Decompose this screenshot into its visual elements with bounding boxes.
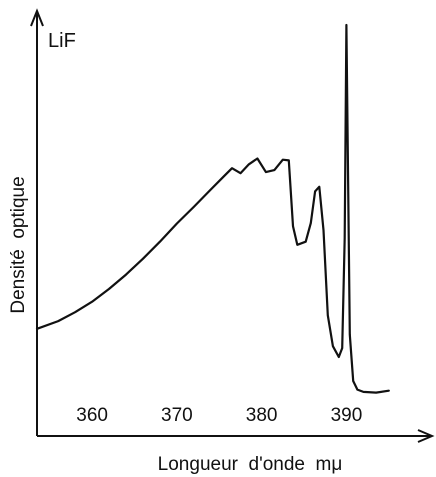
panel-label: LiF: [48, 30, 76, 52]
x-tick-label-390: 390: [331, 405, 363, 426]
x-tick-labels: 360 370 380 390: [76, 405, 362, 426]
axes: [30, 8, 435, 443]
x-tick-label-360: 360: [76, 405, 108, 426]
series-line-0: [35, 23, 390, 394]
y-axis-title: Densité optique: [8, 176, 29, 313]
x-axis-arrow: [417, 429, 435, 443]
y-axis-arrow: [30, 8, 44, 27]
x-tick-label-370: 370: [161, 405, 193, 426]
x-axis-title: Longueur d'onde mμ: [158, 454, 343, 475]
x-tick-label-380: 380: [246, 405, 278, 426]
series-layer: [35, 23, 390, 394]
